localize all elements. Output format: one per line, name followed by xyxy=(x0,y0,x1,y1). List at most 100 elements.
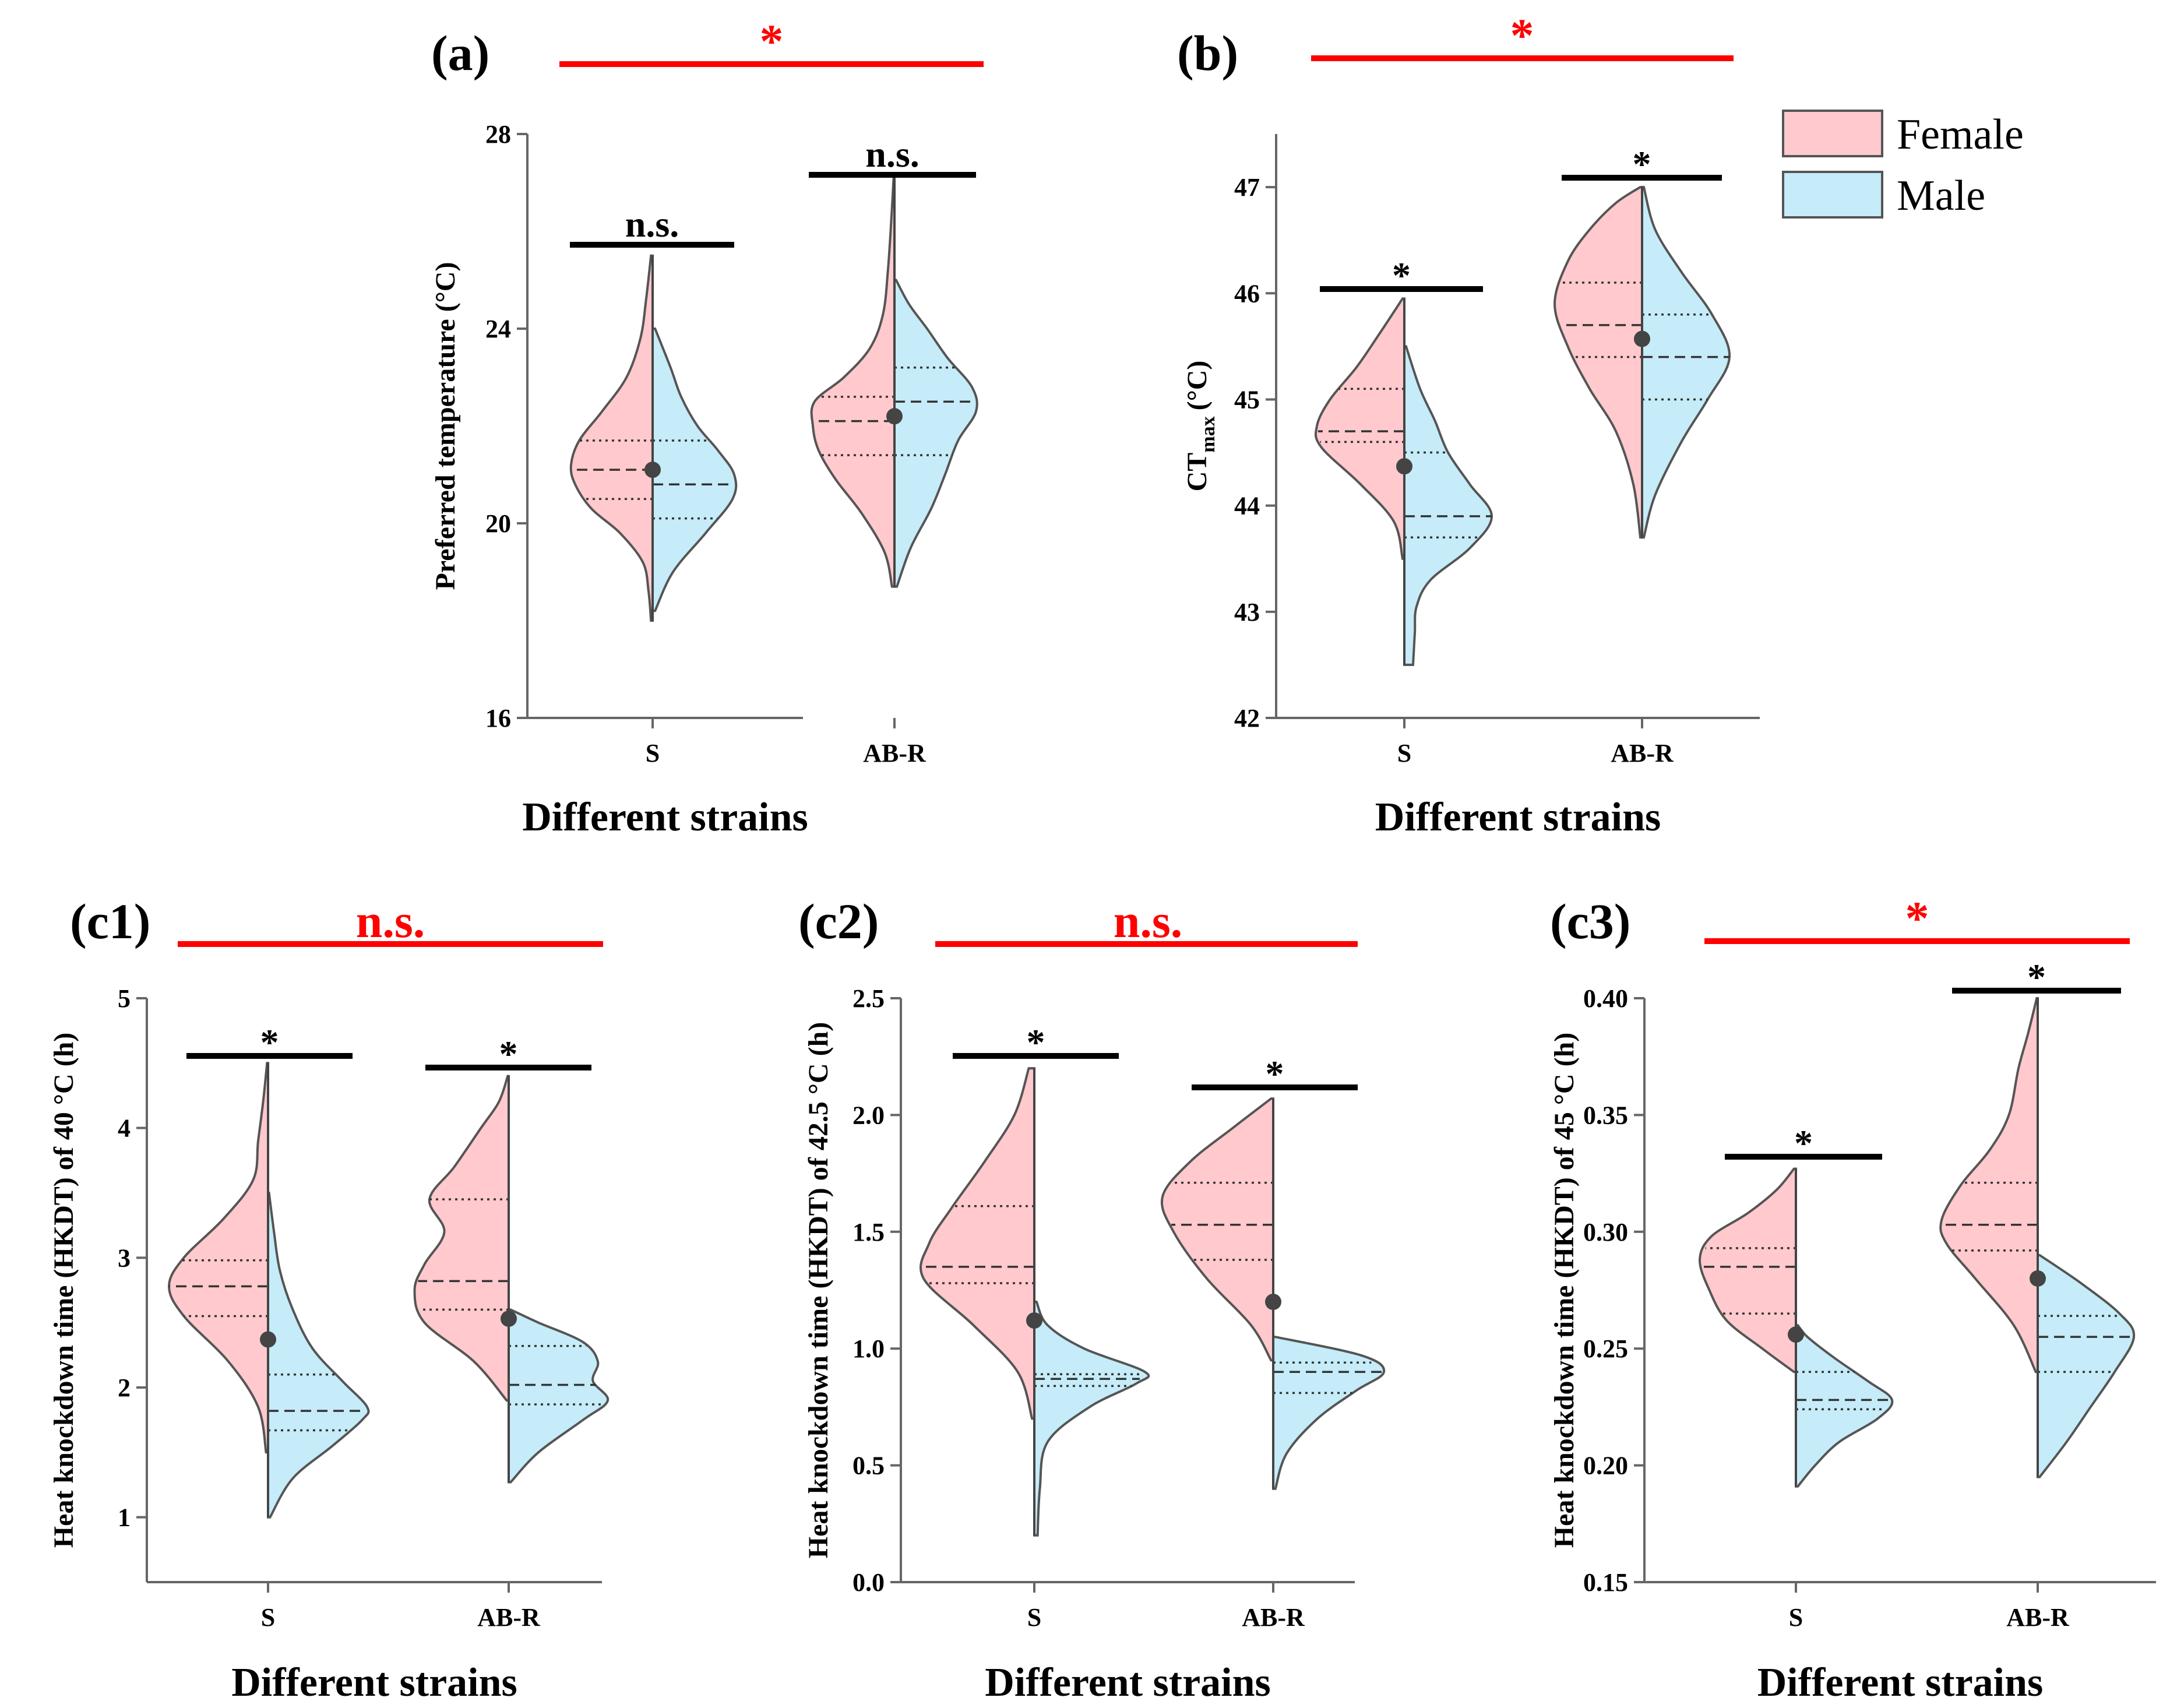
y-axis-label: Heat knockdown time (HKDT) of 45 °C (h) xyxy=(1549,1033,1580,1548)
y-tick-label: 0.35 xyxy=(1583,1101,1628,1129)
panel-c3: 0.15 0.20 0.25 0.30 0.35 0.40 S AB-R Different s… xyxy=(1549,892,2156,1705)
x-axis-label: Different strains xyxy=(1757,1660,2044,1705)
strain-comparison-label: n.s. xyxy=(356,895,425,948)
violin-female-AB-R xyxy=(1553,186,1643,539)
violin-female-S xyxy=(1314,297,1405,560)
y-tick-label: 4 xyxy=(118,1114,131,1143)
strain-comparison-label: n.s. xyxy=(1114,895,1183,948)
mean-point xyxy=(501,1310,517,1327)
strain-comparison-label: * xyxy=(1510,9,1534,62)
sex-comparison-label: * xyxy=(1633,143,1651,185)
y-tick-label: 0.25 xyxy=(1583,1334,1628,1363)
y-axis-label-unit: (°C) xyxy=(1182,361,1213,411)
y-tick-label: 0.30 xyxy=(1583,1218,1628,1246)
panel-c2: 0.0 0.5 1.0 1.5 2.0 2.5 S AB-R Different strains… xyxy=(798,893,1386,1705)
strain-comparison-label: * xyxy=(760,15,784,68)
violin-female-S xyxy=(920,1067,1035,1420)
violin-female-AB-R xyxy=(1160,1097,1274,1362)
sex-comparison-label: * xyxy=(1392,255,1411,296)
panel-label: (c3) xyxy=(1550,893,1630,949)
legend: Female Male xyxy=(1782,110,2024,220)
x-category-label: AB-R xyxy=(1611,739,1674,767)
y-tick-label: 1.0 xyxy=(853,1334,885,1363)
y-tick-label: 24 xyxy=(485,315,511,343)
y-axis-label: Heat knockdown time (HKDT) of 42.5 °C (h… xyxy=(803,1022,834,1559)
mean-point xyxy=(1788,1326,1804,1343)
violin-female-AB-R xyxy=(1939,997,2039,1374)
y-axis-label-main: CT xyxy=(1182,453,1213,492)
violin-male-AB-R xyxy=(1272,1336,1386,1490)
mean-point xyxy=(1396,458,1412,475)
x-category-label: S xyxy=(261,1603,275,1632)
y-tick-label: 5 xyxy=(118,984,131,1013)
violin-female-S xyxy=(167,1062,269,1454)
panel-label: (b) xyxy=(1177,25,1238,81)
strain-comparison-label: * xyxy=(1905,892,1929,945)
sex-comparison-label: * xyxy=(499,1033,518,1075)
legend-female-swatch xyxy=(1782,110,1883,157)
panel-a: 16 20 24 28 S AB-R Different strains Preferred … xyxy=(430,15,984,840)
sex-comparison-label: * xyxy=(1027,1022,1045,1063)
violin-female-S xyxy=(1698,1167,1797,1374)
violin-male-AB-R xyxy=(893,279,978,588)
y-tick-label: 28 xyxy=(485,120,511,149)
y-axis-label-sub: max xyxy=(1197,416,1219,452)
violin-female-S xyxy=(569,254,654,622)
y-tick-label: 2 xyxy=(118,1374,131,1402)
y-tick-label: 0.15 xyxy=(1583,1568,1628,1597)
y-tick-label: 42 xyxy=(1234,704,1260,732)
y-axis-label: CTmax (°C) xyxy=(1182,361,1219,492)
x-category-label: S xyxy=(646,739,660,767)
x-axis-label: Different strains xyxy=(985,1660,1271,1705)
violin-male-AB-R xyxy=(508,1308,610,1484)
y-tick-label: 1.5 xyxy=(853,1218,885,1246)
violin-male-S xyxy=(1033,1301,1150,1537)
x-category-label: S xyxy=(1027,1603,1041,1632)
y-tick-label: 45 xyxy=(1234,385,1260,414)
mean-point xyxy=(260,1331,276,1348)
y-tick-label: 0.20 xyxy=(1583,1452,1628,1480)
violin-male-S xyxy=(267,1192,370,1519)
x-axis-label: Different strains xyxy=(231,1660,517,1705)
x-category-label: S xyxy=(1397,739,1411,767)
legend-male-label: Male xyxy=(1897,172,1985,220)
x-axis-label: Different strains xyxy=(1375,795,1661,840)
mean-point xyxy=(1026,1312,1042,1329)
sex-comparison-label: * xyxy=(2027,956,2046,998)
y-tick-label: 2.0 xyxy=(853,1101,885,1129)
panel-label: (c2) xyxy=(798,893,879,949)
x-category-label: AB-R xyxy=(863,739,927,767)
mean-point xyxy=(2030,1270,2046,1287)
sex-comparison-label: n.s. xyxy=(625,203,679,245)
violin-female-AB-R xyxy=(413,1075,510,1402)
sex-comparison-label: n.s. xyxy=(865,133,920,175)
panel-c1: 1 2 3 4 5 S AB-R Different strains Heat knockdow… xyxy=(48,893,610,1705)
y-axis-label: Preferred temperature (°C) xyxy=(430,262,461,590)
x-category-label: AB-R xyxy=(1242,1603,1305,1632)
y-tick-label: 1 xyxy=(118,1503,131,1532)
legend-male-swatch xyxy=(1782,171,1883,219)
panel-label: (a) xyxy=(431,25,489,81)
mean-point xyxy=(1634,330,1650,347)
sex-comparison-label: * xyxy=(1266,1053,1284,1094)
y-tick-label: 3 xyxy=(118,1244,131,1272)
y-tick-label: 47 xyxy=(1234,173,1260,202)
y-tick-label: 20 xyxy=(485,509,511,538)
mean-point xyxy=(1265,1294,1281,1311)
violin-female-AB-R xyxy=(810,177,896,588)
violin-male-AB-R xyxy=(1641,186,1731,539)
violin-male-S xyxy=(651,327,738,612)
violin-male-AB-R xyxy=(2037,1253,2136,1478)
x-category-label: AB-R xyxy=(2006,1603,2070,1632)
y-tick-label: 0.40 xyxy=(1583,984,1628,1013)
panel-label: (c1) xyxy=(70,893,150,949)
mean-point xyxy=(644,462,661,478)
panel-b: 42 43 44 45 46 47 S AB-R Different strains CTmax (… xyxy=(1177,9,1760,840)
mean-point xyxy=(886,408,903,425)
x-axis-label: Different strains xyxy=(522,795,808,840)
y-axis-label: Heat knockdown time (HKDT) of 40 °C (h) xyxy=(48,1033,79,1548)
x-category-label: AB-R xyxy=(477,1603,541,1632)
y-tick-label: 2.5 xyxy=(853,984,885,1013)
y-tick-label: 44 xyxy=(1234,492,1260,520)
